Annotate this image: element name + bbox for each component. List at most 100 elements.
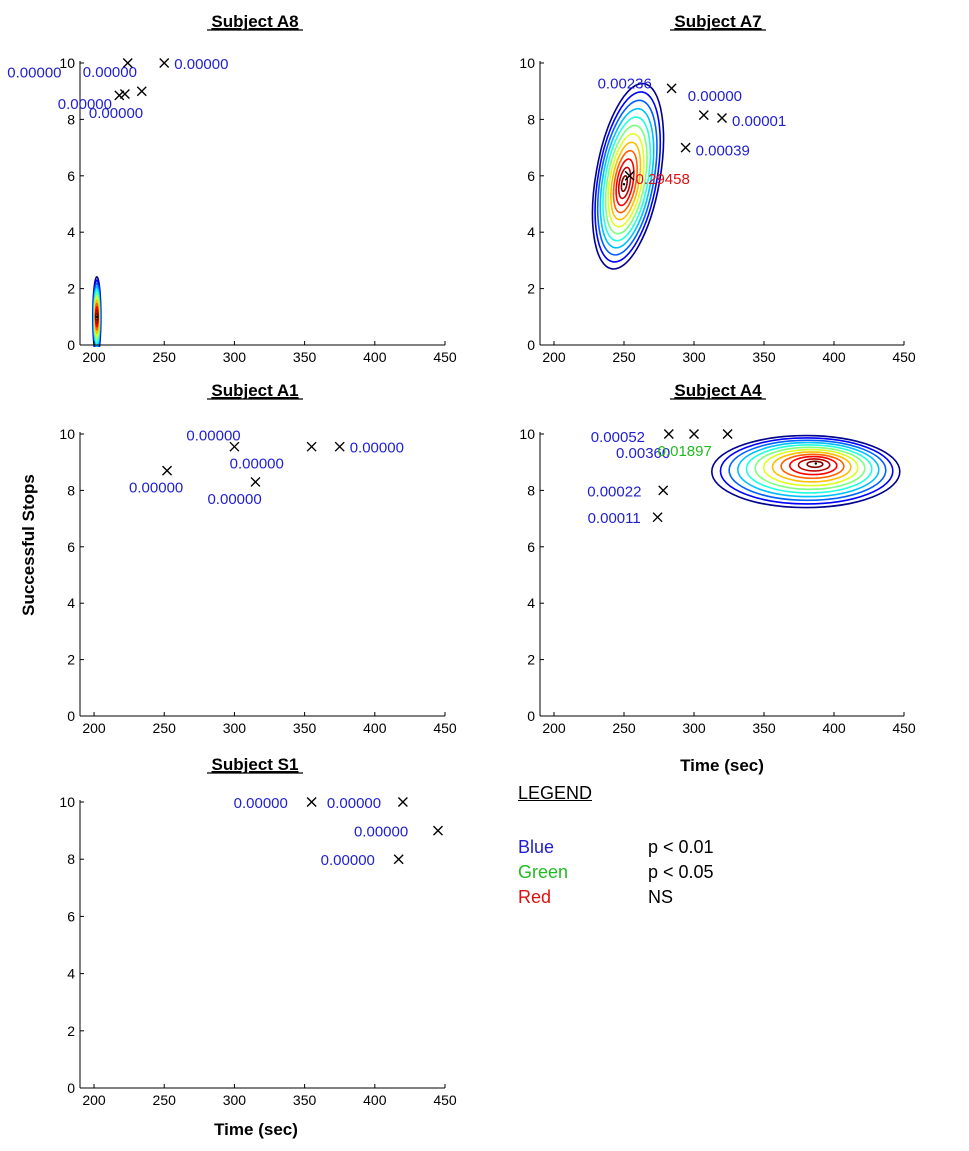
y-tick-label: 4 [527, 224, 535, 240]
legend-entry-desc: p < 0.01 [648, 837, 714, 857]
data-label: 0.00000 [129, 480, 183, 497]
data-point: 0.00000 [354, 824, 443, 841]
data-point: 0.00000 [234, 795, 317, 812]
point-marker [432, 825, 443, 836]
data-point: 0.00000 [688, 88, 742, 121]
contour-line [610, 141, 642, 221]
point-marker [624, 170, 635, 181]
x-tick-label: 450 [433, 720, 457, 736]
chart-panel-3: Subject A1 200 250 300 350 400 450 0 2 4 6 8 10 0.000… [59, 381, 456, 736]
chart-panel-5: Subject S1 200 250 300 350 400 450 0 2 4 6 8 10 Time … [59, 755, 456, 1139]
y-tick-label: 8 [67, 482, 75, 498]
data-point: 0.00011 [588, 510, 663, 527]
y-tick-label: 6 [67, 539, 75, 555]
y-tick-label: 0 [527, 337, 535, 353]
x-axis-label: Time (sec) [680, 756, 764, 775]
data-point: 0.29458 [624, 170, 690, 188]
y-tick-label: 6 [67, 168, 75, 184]
data-point: 0.00000 [58, 86, 147, 113]
contour-line [762, 448, 859, 487]
point-marker [306, 797, 317, 807]
contour-line [754, 446, 866, 491]
x-tick-label: 400 [822, 720, 846, 736]
x-tick-label: 350 [293, 1092, 317, 1108]
x-axis-label: Time (sec) [214, 1120, 298, 1139]
point-marker [229, 441, 240, 452]
x-tick-label: 400 [363, 1092, 387, 1108]
y-tick-label: 2 [67, 652, 75, 668]
x-tick-label: 300 [682, 720, 706, 736]
data-label: 0.00000 [58, 96, 112, 113]
density-peak-marker [95, 315, 99, 318]
point-marker [250, 476, 261, 487]
y-tick-label: 10 [519, 426, 535, 442]
y-tick-label: 8 [67, 111, 75, 127]
data-label: 0.00000 [186, 428, 240, 445]
data-label: 0.00000 [350, 440, 404, 457]
legend-entry-label: Red [518, 887, 552, 907]
chart-title: Subject A7 [674, 12, 761, 31]
y-tick-label: 0 [67, 708, 75, 724]
legend-entry-desc: p < 0.05 [648, 862, 714, 882]
contour-line [617, 166, 632, 200]
figure-ylabel: Successful Stops [19, 474, 38, 616]
x-tick-label: 350 [293, 349, 317, 365]
point-marker [119, 89, 130, 100]
data-point: 0.00360 [616, 429, 699, 462]
y-tick-label: 10 [59, 426, 75, 442]
y-tick-label: 8 [67, 851, 75, 867]
y-tick-label: 2 [67, 1023, 75, 1039]
y-tick-label: 4 [67, 224, 75, 240]
x-tick-label: 400 [363, 720, 387, 736]
x-tick-label: 250 [153, 720, 177, 736]
point-marker [698, 110, 709, 121]
contour-line [607, 133, 645, 228]
x-tick-label: 300 [223, 349, 247, 365]
point-marker [136, 86, 147, 97]
y-tick-label: 10 [519, 55, 535, 71]
x-tick-label: 200 [82, 349, 106, 365]
x-tick-label: 450 [433, 349, 457, 365]
y-tick-label: 6 [67, 908, 75, 924]
y-tick-label: 0 [67, 1080, 75, 1096]
point-marker [397, 797, 408, 807]
point-marker [722, 429, 733, 439]
x-tick-label: 350 [293, 720, 317, 736]
x-tick-label: 350 [752, 720, 776, 736]
data-label: 0.00000 [89, 105, 143, 122]
data-point: 0.00000 [7, 64, 125, 101]
x-tick-label: 250 [153, 349, 177, 365]
contour-line [710, 434, 901, 509]
y-tick-label: 2 [527, 281, 535, 297]
chart-panel-4: Subject A4 200 250 300 350 400 450 0 2 4 6 8 10 Time … [519, 381, 915, 775]
point-marker [663, 429, 674, 439]
contour-line [771, 451, 852, 483]
data-point: 0.00000 [321, 852, 404, 869]
y-tick-label: 6 [527, 168, 535, 184]
point-marker [666, 83, 677, 94]
x-tick-label: 250 [153, 1092, 177, 1108]
point-marker [162, 465, 173, 476]
point-marker [658, 485, 669, 496]
data-point: 0.00000 [89, 89, 143, 122]
x-tick-label: 200 [542, 349, 566, 365]
point-marker [334, 441, 345, 452]
x-tick-label: 400 [822, 349, 846, 365]
contour-line [602, 116, 652, 242]
data-point: 0.00000 [334, 440, 404, 457]
contour-line [612, 149, 638, 214]
x-tick-label: 450 [892, 349, 916, 365]
point-marker [122, 58, 133, 68]
chart-title: Subject A4 [674, 381, 762, 400]
x-tick-label: 250 [612, 720, 636, 736]
contour-line [596, 99, 658, 256]
data-point: 0.00000 [327, 795, 408, 812]
x-tick-label: 350 [752, 349, 776, 365]
data-point: 0.00052 [591, 429, 674, 446]
data-label: 0.00000 [321, 852, 375, 869]
data-point: 0.00001 [717, 112, 786, 130]
contour-line [615, 158, 635, 207]
point-marker [717, 112, 727, 123]
